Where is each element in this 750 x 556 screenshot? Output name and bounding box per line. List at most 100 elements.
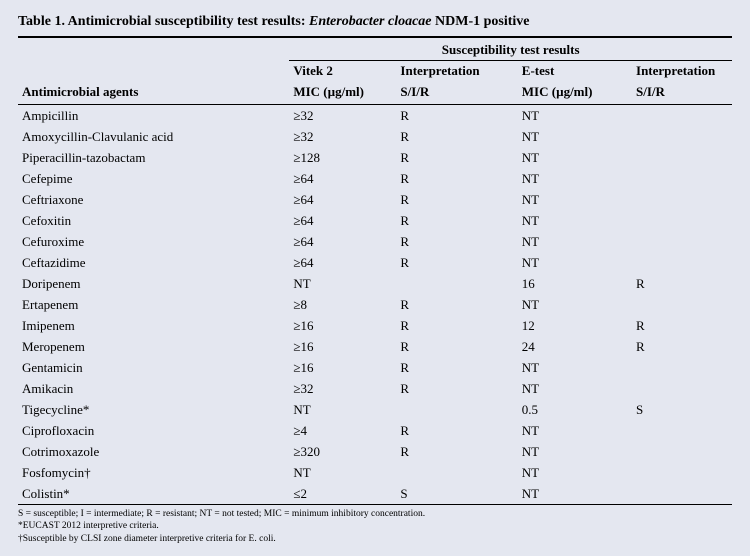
hdr-etest-bot: MIC (µg/ml) [518,82,632,105]
cell-vitek: ≥64 [289,231,396,252]
cell-i1: R [396,210,517,231]
cell-i2 [632,420,732,441]
title-prefix: Table 1. Antimicrobial susceptibility te… [18,14,309,29]
cell-agent: Meropenem [18,336,289,357]
cell-i1: R [396,189,517,210]
cell-agent: Ciprofloxacin [18,420,289,441]
cell-agent: Ceftriaxone [18,189,289,210]
cell-agent: Cefuroxime [18,231,289,252]
cell-i2: R [632,336,732,357]
table-row: Ertapenem≥8RNT [18,294,732,315]
cell-agent: Cotrimoxazole [18,441,289,462]
cell-i2 [632,462,732,483]
hdr-interp2-top: Interpretation [632,61,732,82]
cell-vitek: ≥32 [289,105,396,127]
cell-i2 [632,294,732,315]
super-header: Susceptibility test results [289,38,732,61]
table-row: Meropenem≥16R24R [18,336,732,357]
cell-etest: NT [518,462,632,483]
cell-i2 [632,126,732,147]
cell-etest: 16 [518,273,632,294]
cell-i2: R [632,315,732,336]
cell-vitek: ≥128 [289,147,396,168]
table-title: Table 1. Antimicrobial susceptibility te… [18,14,732,38]
cell-agent: Ceftazidime [18,252,289,273]
cell-i1: R [396,357,517,378]
hdr-vitek-top: Vitek 2 [289,61,396,82]
cell-agent: Piperacillin-tazobactam [18,147,289,168]
susceptibility-table: Susceptibility test results Vitek 2 Inte… [18,38,732,505]
cell-i2 [632,378,732,399]
cell-i2 [632,357,732,378]
cell-etest: NT [518,294,632,315]
cell-vitek: ≥16 [289,357,396,378]
title-species: Enterobacter cloacae [309,14,431,29]
table-row: Amoxycillin-Clavulanic acid≥32RNT [18,126,732,147]
table-row: DoripenemNT16R [18,273,732,294]
cell-agent: Gentamicin [18,357,289,378]
cell-i1: R [396,126,517,147]
cell-etest: NT [518,189,632,210]
cell-agent: Amoxycillin-Clavulanic acid [18,126,289,147]
cell-etest: 0.5 [518,399,632,420]
footnote-line: *EUCAST 2012 interpretive criteria. [18,520,732,532]
cell-vitek: ≤2 [289,483,396,505]
title-suffix: NDM-1 positive [432,14,530,29]
cell-vitek: ≥4 [289,420,396,441]
cell-vitek: ≥16 [289,315,396,336]
table-body: Ampicillin≥32RNTAmoxycillin-Clavulanic a… [18,105,732,505]
cell-vitek: ≥32 [289,126,396,147]
cell-agent: Cefepime [18,168,289,189]
cell-etest: 24 [518,336,632,357]
cell-vitek: ≥16 [289,336,396,357]
cell-i2 [632,231,732,252]
cell-agent: Ampicillin [18,105,289,127]
table-row: Cotrimoxazole≥320RNT [18,441,732,462]
cell-i1: R [396,378,517,399]
cell-i1: S [396,483,517,505]
table-row: Gentamicin≥16RNT [18,357,732,378]
cell-i2 [632,252,732,273]
cell-etest: NT [518,378,632,399]
table-row: Cefuroxime≥64RNT [18,231,732,252]
cell-i1: R [396,315,517,336]
hdr-etest-top: E-test [518,61,632,82]
cell-i2: S [632,399,732,420]
cell-etest: NT [518,126,632,147]
cell-i1 [396,273,517,294]
cell-i2: R [632,273,732,294]
table-row: Ceftazidime≥64RNT [18,252,732,273]
cell-etest: NT [518,105,632,127]
cell-agent: Imipenem [18,315,289,336]
cell-agent: Cefoxitin [18,210,289,231]
cell-i2 [632,210,732,231]
table-container: Table 1. Antimicrobial susceptibility te… [0,0,750,556]
cell-etest: NT [518,357,632,378]
cell-i1: R [396,105,517,127]
cell-vitek: ≥64 [289,210,396,231]
cell-i1 [396,462,517,483]
cell-i1 [396,399,517,420]
cell-etest: NT [518,441,632,462]
table-row: Cefoxitin≥64RNT [18,210,732,231]
cell-etest: NT [518,483,632,505]
cell-agent: Fosfomycin† [18,462,289,483]
table-row: Colistin*≤2SNT [18,483,732,505]
cell-vitek: ≥32 [289,378,396,399]
hdr-interp1-bot: S/I/R [396,82,517,105]
cell-vitek: ≥64 [289,168,396,189]
table-row: Ceftriaxone≥64RNT [18,189,732,210]
cell-vitek: NT [289,399,396,420]
cell-etest: NT [518,252,632,273]
table-row: Fosfomycin†NTNT [18,462,732,483]
cell-i1: R [396,420,517,441]
cell-i2 [632,441,732,462]
cell-vitek: NT [289,273,396,294]
cell-i2 [632,189,732,210]
cell-etest: NT [518,420,632,441]
table-row: Ciprofloxacin≥4RNT [18,420,732,441]
cell-i1: R [396,231,517,252]
cell-vitek: ≥64 [289,189,396,210]
hdr-agent: Antimicrobial agents [18,82,289,105]
cell-i1: R [396,441,517,462]
